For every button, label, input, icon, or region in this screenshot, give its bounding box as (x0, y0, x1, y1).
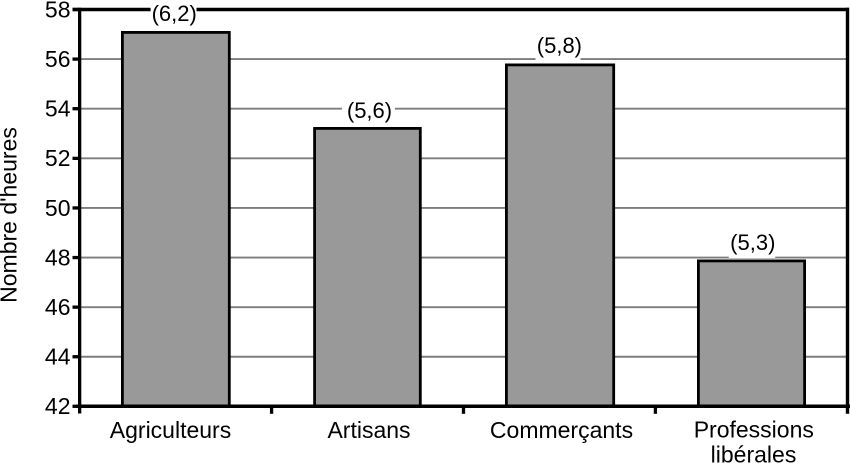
svg-text:42: 42 (45, 393, 71, 419)
svg-text:(5,6): (5,6) (347, 98, 392, 123)
svg-text:Professions: Professions (694, 417, 814, 443)
svg-text:56: 56 (45, 46, 71, 72)
svg-text:Commerçants: Commerçants (490, 417, 633, 443)
svg-text:Artisans: Artisans (327, 417, 410, 443)
svg-text:46: 46 (45, 294, 71, 320)
svg-text:48: 48 (45, 244, 71, 270)
svg-text:52: 52 (45, 145, 71, 171)
svg-text:44: 44 (45, 344, 71, 370)
svg-text:50: 50 (45, 195, 71, 221)
svg-text:libérales: libérales (711, 441, 797, 463)
svg-text:Agriculteurs: Agriculteurs (110, 417, 231, 443)
svg-text:58: 58 (45, 0, 71, 22)
svg-text:(5,3): (5,3) (730, 230, 775, 255)
svg-text:54: 54 (45, 96, 71, 122)
svg-text:(6,2): (6,2) (152, 1, 197, 26)
svg-text:Nombre d'heures: Nombre d'heures (0, 127, 22, 303)
svg-text:(5,8): (5,8) (537, 33, 582, 58)
